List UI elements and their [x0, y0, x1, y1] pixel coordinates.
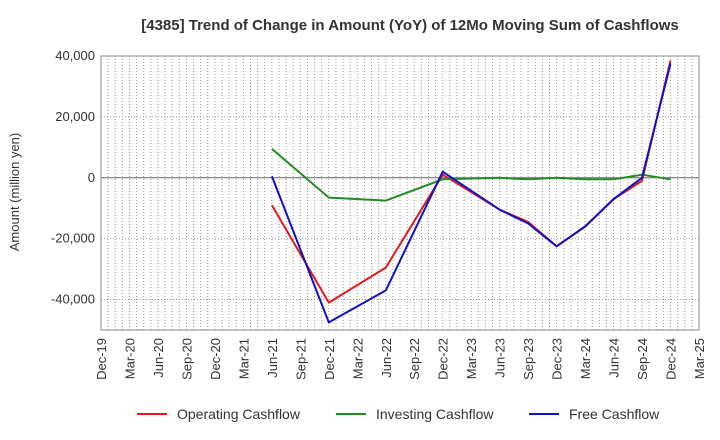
x-tick-label: Mar-23: [464, 338, 479, 379]
x-tick-label: Mar-24: [578, 338, 593, 379]
x-tick-label: Sep-24: [635, 338, 650, 380]
grid: [101, 55, 699, 330]
legend-label: Free Cashflow: [569, 406, 660, 422]
x-tick-label: Sep-20: [179, 338, 194, 380]
y-tick-label: 20,000: [55, 109, 95, 124]
x-tick-label: Jun-24: [607, 338, 622, 378]
plot-area: [101, 56, 699, 330]
x-tick-label: Mar-21: [236, 338, 251, 379]
x-tick-label: Mar-20: [122, 338, 137, 379]
series-line-investing-cashflow: [271, 148, 671, 202]
legend-label: Operating Cashflow: [177, 406, 301, 422]
y-tick-label: -40,000: [51, 292, 95, 307]
x-tick-label: Mar-22: [350, 338, 365, 379]
plot-frame: [100, 55, 700, 331]
y-tick-label: -20,000: [51, 231, 95, 246]
x-tick-label: Jun-20: [151, 338, 166, 378]
x-tick-label: Dec-20: [208, 338, 223, 380]
series-line-free-cashflow: [270, 63, 672, 324]
x-tick-label: Dec-23: [550, 338, 565, 380]
y-ticks: 40,000 20,000 0 -20,000 -40,000: [51, 48, 95, 307]
x-tick-label: Mar-25: [692, 338, 707, 379]
x-tick-label: Jun-22: [379, 338, 394, 378]
x-tick-label: Dec-24: [664, 338, 679, 380]
x-tick-label: Dec-21: [322, 338, 337, 380]
x-ticks: Dec-19 Mar-20 Jun-20 Sep-20 Dec-20 Mar-21 Jun-…: [94, 338, 707, 380]
x-tick-label: Jun-21: [265, 338, 280, 378]
x-tick-label: Sep-22: [407, 338, 422, 380]
x-tick-label: Dec-19: [94, 338, 109, 380]
x-tick-label: Jun-23: [493, 338, 508, 378]
chart-title: [4385] Trend of Change in Amount (YoY) o…: [141, 17, 679, 34]
legend: Operating Cashflow Investing Cashflow Free…: [137, 406, 660, 422]
y-tick-label: 40,000: [55, 48, 95, 63]
x-tick-label: Sep-23: [521, 338, 536, 380]
x-tick-label: Sep-21: [293, 338, 308, 380]
series-layer: [270, 60, 672, 324]
x-tick-label: Dec-22: [436, 338, 451, 380]
legend-label: Investing Cashflow: [376, 406, 494, 422]
y-tick-label: 0: [88, 170, 95, 185]
y-axis-label: Amount (million yen): [7, 133, 22, 252]
